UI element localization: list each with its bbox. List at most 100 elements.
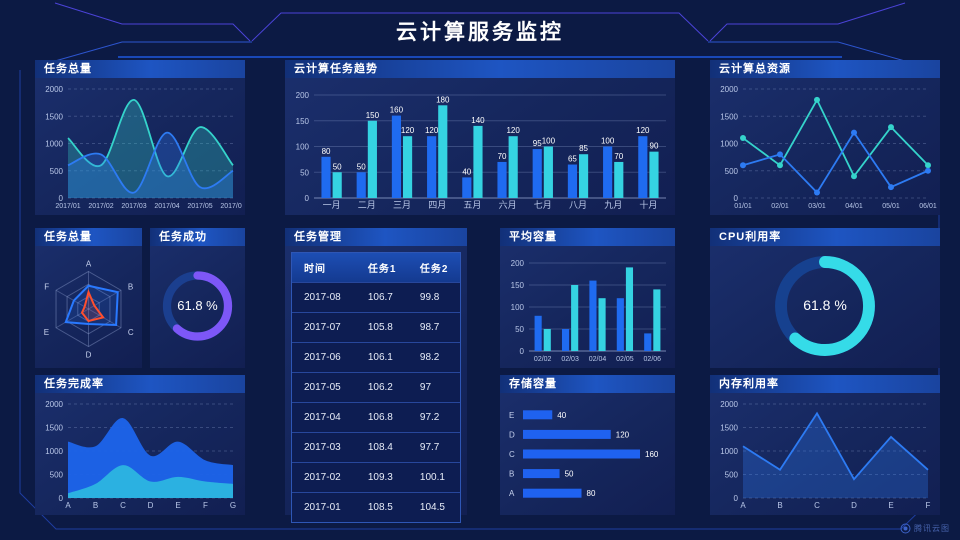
bar-svg: 0501001502008050160120407095651001205015… [296,91,666,210]
table-row: 2017-01 108.5 104.5 [292,492,460,522]
x-tick-label: 01/01 [734,203,752,210]
page-title: 云计算服务监控 [396,21,564,44]
y-tick-label: 2000 [720,85,738,94]
table-row: 2017-02 109.3 100.1 [292,462,460,493]
x-tick-label: B [777,501,782,510]
y-tick-label: 100 [296,143,310,152]
bar [625,267,634,351]
panel-memory-usage: 内存利用率 0 500 1000 1500 2000 A B C D E F [710,375,940,515]
bar [638,136,648,198]
y-tick-label: 0 [520,347,525,356]
table-header-cell: 任务1 [355,253,408,283]
title-bracket [251,12,709,42]
bar-svg: 0 50 100 150 200 02/02 02/03 02/04 02/05 02/06 [511,259,666,363]
memory-usage-line-chart: 0 500 1000 1500 2000 A B C D E F [713,395,937,511]
panel-storage-capacity: 存储容量 E 40 D 120 C 160 B 50 A 80 [500,375,675,515]
table-cell: 106.7 [355,282,408,313]
donut-arc [162,271,233,341]
table-cell: 2017-02 [292,462,356,493]
x-tick-label: 2017/06 [220,203,242,210]
y-tick-label: 0 [59,194,64,203]
frame-line [54,41,252,62]
x-tick-label: 02/01 [771,203,789,210]
task-success-donut: 61.8 % [153,248,242,364]
panel-title: 任务管理 [285,228,467,246]
task-table-wrap: 时间 任务1 任务2 2017-08 106.7 99.8 2017-07 105.8 98.… [291,252,461,523]
panel-title: 任务总量 [35,228,142,246]
bar [403,136,413,198]
x-tick-label: 六月 [499,199,517,210]
x-tick-label: G [230,501,236,510]
x-tick-label: D [851,501,857,510]
tasks-radar-chart: A B C D E F [37,248,140,364]
bar [391,115,401,198]
x-tick-label: 一月 [323,200,341,210]
radar-ring [55,270,122,348]
bar-value-label: 180 [436,95,450,104]
bar [614,161,624,198]
panel-title-text: 内存利用率 [719,378,779,390]
table-cell: 2017-04 [292,402,356,433]
tasks-total-line-chart: 0 500 1000 1500 2000 2017/01 2017/02 2017/03 201… [38,80,246,211]
donut-value-label: 61.8 % [177,298,218,313]
bar [616,298,624,351]
bar-value-label: 120 [506,126,520,135]
data-point-marker [888,124,894,131]
panel-cpu-usage: CPU利用率 61.8 % [710,228,940,368]
x-tick-label: 八月 [569,200,587,210]
bar [462,177,472,198]
bar [523,410,553,420]
y-tick-label: 0 [734,494,739,503]
y-tick-label: 1000 [720,140,738,149]
panel-average-capacity: 平均容量 0 50 100 150 200 02/02 02/03 02/04 02/05 02/… [500,228,675,368]
y-tick-label: 2000 [45,400,63,409]
panel-title-text: 任务总量 [44,63,92,75]
table-row: 2017-07 105.8 98.7 [292,312,460,343]
bar-value-label: 95 [533,139,542,148]
series-line [67,131,234,194]
x-tick-label: D [148,501,154,510]
x-tick-label: 二月 [358,200,376,210]
panel-title: 任务完成率 [35,375,245,393]
table-cell: 2017-07 [292,312,356,343]
x-tick-label: 2017/03 [121,203,146,210]
bar-value-label: 120 [616,430,630,439]
y-tick-label: 500 [50,471,64,480]
table-cell: 108.4 [355,432,408,463]
radar-axis-label: B [128,282,133,291]
panel-title: 云计算总资源 [710,60,940,78]
table-cell: 2017-08 [292,282,356,313]
hbar-svg: E 40 D 120 C 160 B 50 A 80 [509,410,659,498]
data-point-marker [777,162,783,169]
panel-title: 任务成功 [150,228,245,246]
category-label: E [509,411,514,420]
bar [543,329,551,351]
y-tick-label: 100 [511,303,525,312]
radar-spoke [55,289,89,310]
series-line [67,99,234,178]
y-tick-label: 0 [59,494,64,503]
panel-title: CPU利用率 [710,228,940,246]
table-cell: 2017-01 [292,492,356,522]
average-capacity-bar-chart: 0 50 100 150 200 02/02 02/03 02/04 02/05 02/06 [503,248,672,364]
x-tick-label: 2017/04 [154,203,179,210]
x-tick-label: B [93,501,98,510]
panel-title-text: 任务完成率 [44,378,104,390]
x-tick-label: 02/02 [534,356,552,363]
panel-title-text: 任务管理 [294,231,342,243]
bar [523,469,560,479]
bar [543,146,553,198]
table-header-cell: 任务2 [407,253,460,283]
y-tick-label: 1000 [45,140,63,149]
table-cell: 2017-06 [292,342,356,373]
bar [473,125,483,198]
table-cell: 106.2 [355,372,408,403]
frame-line [54,2,251,42]
panel-title: 任务总量 [35,60,245,78]
bar [534,315,542,351]
bar-value-label: 50 [333,162,342,171]
data-point-marker [740,162,746,169]
x-tick-label: E [175,501,180,510]
series-area [743,413,928,498]
bar-value-label: 160 [390,106,404,115]
